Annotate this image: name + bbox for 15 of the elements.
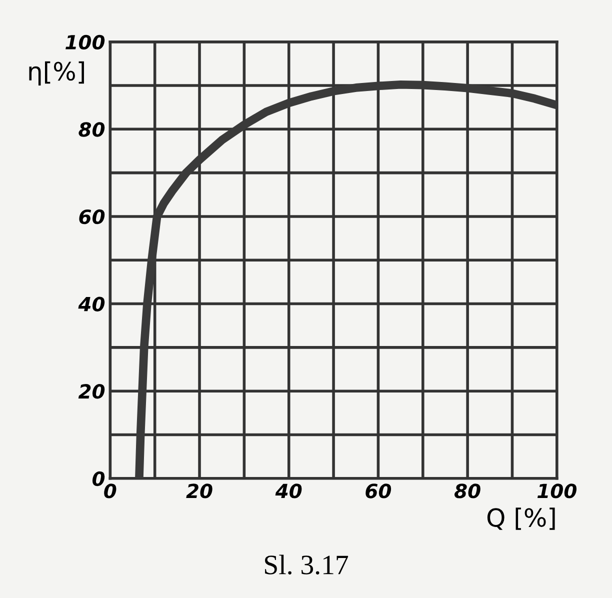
x-tick-label: 80 bbox=[454, 484, 480, 498]
x-tick-label: 100 bbox=[537, 484, 577, 498]
x-tick-label: 60 bbox=[366, 484, 392, 498]
y-axis-title: η[%] bbox=[29, 61, 84, 86]
y-tick-label: 80 bbox=[78, 122, 105, 137]
x-axis-title: Q [%] bbox=[487, 508, 555, 530]
y-tick-label: 60 bbox=[79, 209, 105, 224]
x-tick-label: 20 bbox=[186, 484, 212, 498]
x-tick-label: 0 bbox=[104, 484, 116, 498]
y-tick-label: 20 bbox=[78, 384, 105, 399]
y-tick-label: 40 bbox=[78, 296, 105, 312]
x-tick-label: 40 bbox=[275, 484, 302, 498]
text: Sl. 3.17 bbox=[265, 554, 348, 574]
y-tick-label: 0 bbox=[92, 471, 105, 486]
y-tick-label: 100 bbox=[66, 34, 105, 50]
